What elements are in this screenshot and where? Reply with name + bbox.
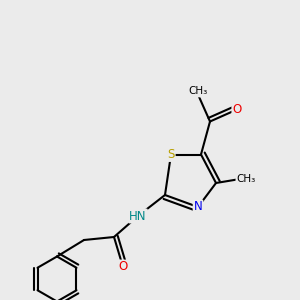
Text: CH₃: CH₃ [236,173,256,184]
Text: O: O [118,260,127,274]
Text: N: N [194,200,202,214]
Text: S: S [167,148,175,161]
Text: CH₃: CH₃ [188,86,208,97]
Text: O: O [232,103,242,116]
Text: HN: HN [129,209,147,223]
